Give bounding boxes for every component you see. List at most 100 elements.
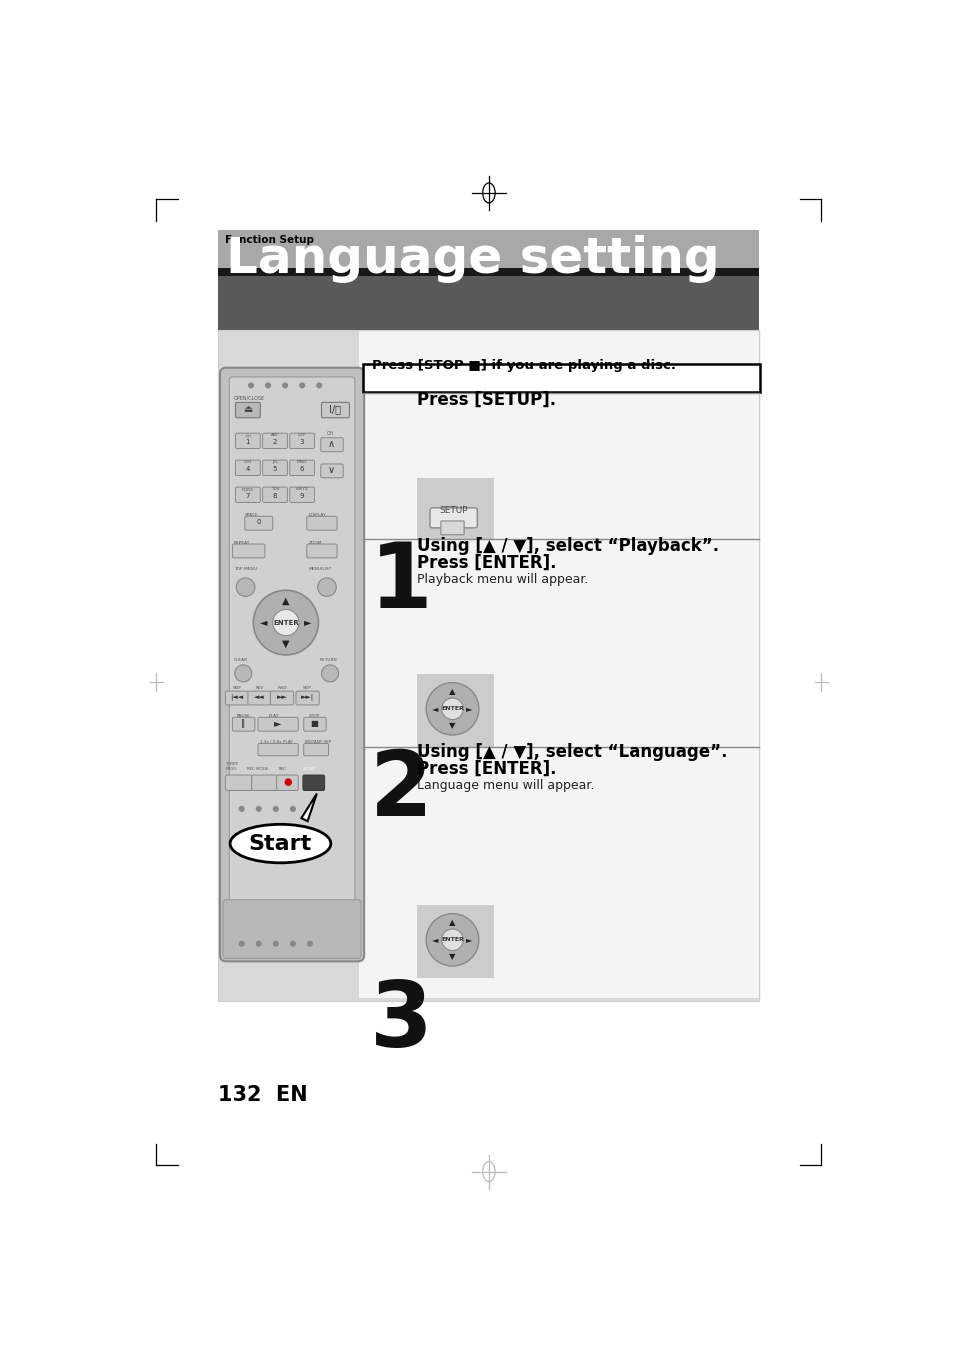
FancyBboxPatch shape [290,434,314,449]
Text: DISPLAY: DISPLAY [309,512,327,516]
Text: DEF: DEF [297,434,306,438]
Circle shape [307,807,312,811]
Text: FWD: FWD [277,686,287,690]
Text: ◄: ◄ [260,617,268,628]
Bar [218,230,759,269]
FancyBboxPatch shape [235,488,260,503]
FancyBboxPatch shape [233,544,265,558]
Text: ENTER: ENTER [273,620,298,626]
Text: ►: ► [303,617,311,628]
Circle shape [441,929,463,951]
Text: SPACE: SPACE [245,512,258,516]
Circle shape [291,807,294,811]
FancyBboxPatch shape [257,717,298,731]
Text: ◄◄: ◄◄ [253,694,265,700]
Text: 132  EN: 132 EN [218,1085,308,1105]
Text: .@/: .@/ [244,434,252,438]
Text: 1: 1 [245,439,250,446]
FancyBboxPatch shape [220,367,364,962]
Circle shape [441,698,463,720]
Text: ∧: ∧ [328,439,335,449]
Text: REC: REC [278,766,287,770]
Text: ►: ► [466,935,473,944]
Text: TIMER
PROG.: TIMER PROG. [225,762,237,770]
FancyBboxPatch shape [235,434,260,449]
FancyBboxPatch shape [430,508,476,528]
Text: Press [STOP ■] if you are playing a disc.: Press [STOP ■] if you are playing a disc… [372,358,675,372]
Circle shape [299,384,304,388]
Text: ▼: ▼ [449,721,456,731]
Text: |◄◄: |◄◄ [231,694,243,701]
Text: ▲: ▲ [282,596,290,607]
Text: Playback menu will appear.: Playback menu will appear. [416,573,588,585]
FancyBboxPatch shape [223,900,360,958]
Circle shape [316,384,321,388]
Circle shape [253,590,318,655]
FancyBboxPatch shape [321,403,349,417]
Text: ◄: ◄ [432,704,438,713]
Bar [218,269,759,276]
Text: GHI: GHI [244,461,252,465]
Text: TOP MENU: TOP MENU [233,567,256,571]
Bar [218,330,759,1001]
Circle shape [266,384,270,388]
Text: REV: REV [255,686,263,690]
Text: 2: 2 [370,747,433,835]
Text: CH: CH [326,431,334,436]
Circle shape [274,807,278,811]
Circle shape [426,682,478,735]
Text: Press [ENTER].: Press [ENTER]. [416,554,556,571]
Circle shape [273,609,298,636]
Text: MNO: MNO [296,461,307,465]
FancyBboxPatch shape [307,516,336,530]
Circle shape [426,913,478,966]
Text: PQRS: PQRS [242,488,253,492]
Circle shape [256,807,261,811]
Text: ‖: ‖ [241,719,245,728]
Text: Function Setup: Function Setup [224,235,314,246]
Text: MENU/LIST: MENU/LIST [309,567,333,571]
Text: Press [ENTER].: Press [ENTER]. [416,761,556,778]
Text: ●: ● [283,777,292,788]
Text: Press [SETUP].: Press [SETUP]. [416,390,556,408]
Text: SKIP: SKIP [233,686,241,690]
Text: Language menu will appear.: Language menu will appear. [416,780,594,792]
Circle shape [282,384,287,388]
Text: 8: 8 [273,493,277,500]
Bar [416,674,494,747]
FancyBboxPatch shape [229,377,355,952]
Circle shape [239,807,244,811]
Text: JKL: JKL [272,461,278,465]
FancyBboxPatch shape [257,743,298,755]
Text: ZOOM: ZOOM [308,540,321,544]
FancyBboxPatch shape [233,717,254,731]
Text: REC MODE: REC MODE [247,766,268,770]
Text: ⏏: ⏏ [243,404,253,415]
Text: ∨: ∨ [328,465,335,476]
Text: PAUSE: PAUSE [236,713,251,717]
FancyBboxPatch shape [303,717,326,731]
Text: ►►|: ►►| [301,694,314,701]
Text: ◄: ◄ [432,935,438,944]
Circle shape [249,384,253,388]
Text: Language setting: Language setting [226,235,720,282]
FancyBboxPatch shape [290,461,314,476]
Polygon shape [301,793,316,821]
Bar [359,330,760,997]
Text: 3: 3 [370,978,433,1066]
Circle shape [274,942,278,946]
Text: ■: ■ [311,719,318,728]
FancyBboxPatch shape [225,692,249,705]
Text: RETURN: RETURN [319,658,336,662]
Text: 4: 4 [246,466,250,473]
Text: TUV: TUV [271,488,279,492]
FancyBboxPatch shape [235,461,260,476]
FancyBboxPatch shape [320,463,343,478]
Text: WXYZ: WXYZ [295,488,309,492]
FancyBboxPatch shape [262,488,287,503]
FancyBboxPatch shape [276,775,298,790]
Text: Start: Start [249,834,312,854]
FancyBboxPatch shape [290,488,314,503]
Text: ►►: ►► [276,694,287,700]
Text: SETUP: SETUP [438,505,467,515]
